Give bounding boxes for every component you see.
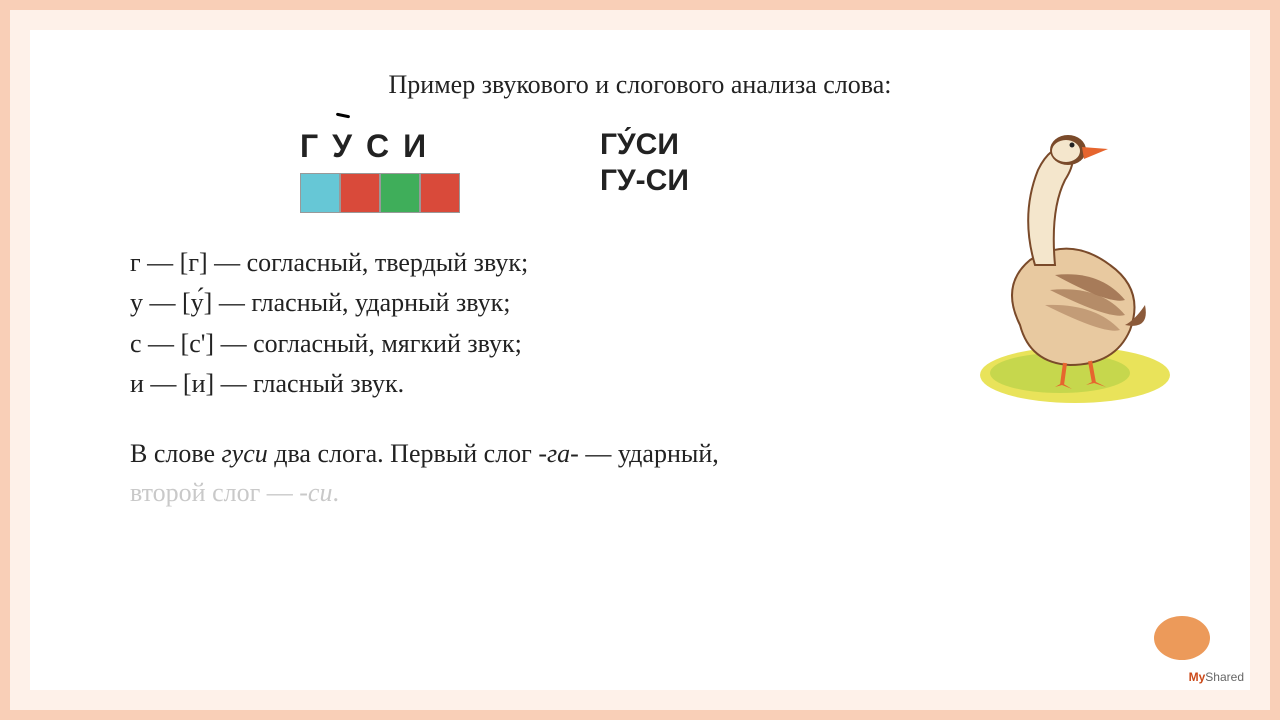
watermark-my: My [1189,670,1206,684]
letter: С [366,128,389,165]
word-block: ГУСИ [300,128,460,213]
letter: У [332,128,352,165]
sound-box [420,173,460,213]
slide-outer-border: Пример звукового и слогового анализа сло… [10,10,1270,710]
word-whole: ГУ́СИ [600,128,689,162]
summary: В слове гуси два слога. Первый слог -га-… [130,434,1150,512]
letter: Г [300,128,318,165]
summary-mid: два слога. Первый слог [268,439,539,468]
summary-line-2: второй слог — -си. [130,473,1150,512]
sound-box [300,173,340,213]
letter: И [403,128,426,165]
watermark-shared: Shared [1205,670,1244,684]
corner-ellipse [1154,616,1210,660]
summary-pre: В слове [130,439,222,468]
summary-word-italic: гуси [222,439,268,468]
sound-boxes [300,173,460,213]
summary-syll1: -га- [538,439,578,468]
syllable-stack: ГУ́СИ ГУ-СИ [600,128,689,198]
summary-post: — ударный, [579,439,719,468]
goose-illustration [960,125,1180,405]
summary-line-1: В слове гуси два слога. Первый слог -га-… [130,434,1150,473]
title: Пример звукового и слогового анализа сло… [130,70,1150,100]
stress-mark [336,113,350,119]
sound-box [380,173,420,213]
watermark: MyShared [1189,670,1244,684]
word-whole-text: ГУ́СИ [600,128,679,161]
goose-svg [960,125,1180,405]
word-letters: ГУСИ [300,128,460,165]
sound-box [340,173,380,213]
content-area: Пример звукового и слогового анализа сло… [30,30,1250,690]
summary2-pre: второй слог — [130,478,299,507]
summary2-post: . [332,478,339,507]
slide-inner: Пример звукового и слогового анализа сло… [30,30,1250,690]
summary-syll2: -си [299,478,332,507]
word-syllables: ГУ-СИ [600,164,689,198]
